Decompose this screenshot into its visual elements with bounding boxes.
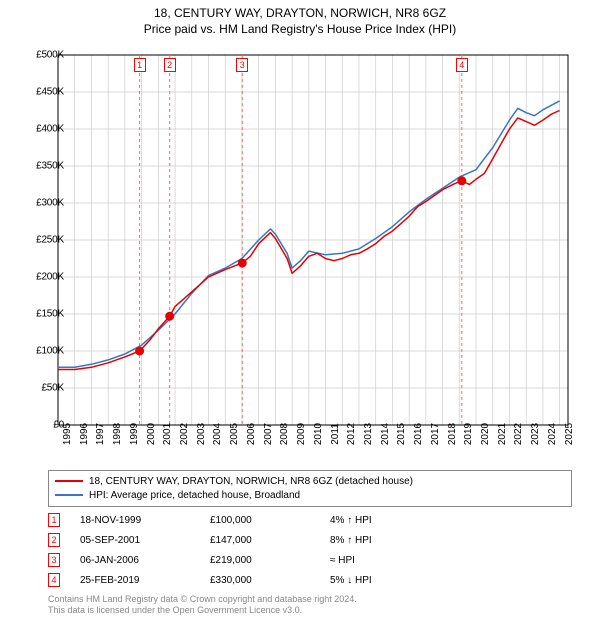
footnote-line: Contains HM Land Registry data © Crown c… xyxy=(48,594,357,605)
x-tick-label: 2007 xyxy=(263,423,274,445)
x-tick-label: 2019 xyxy=(463,423,474,445)
tx-date: 06-JAN-2006 xyxy=(80,555,210,566)
chart xyxy=(48,50,578,430)
tx-price: £219,000 xyxy=(210,555,330,566)
x-tick-label: 1999 xyxy=(129,423,140,445)
y-tick-label: £100K xyxy=(36,346,64,357)
x-tick-label: 2020 xyxy=(480,423,491,445)
x-tick-label: 2006 xyxy=(246,423,257,445)
tx-price: £330,000 xyxy=(210,575,330,586)
y-tick-label: £450K xyxy=(36,87,64,98)
table-row: 3 06-JAN-2006 £219,000 ≈ HPI xyxy=(48,550,572,570)
table-row: 2 05-SEP-2001 £147,000 8% ↑ HPI xyxy=(48,530,572,550)
legend-label: 18, CENTURY WAY, DRAYTON, NORWICH, NR8 6… xyxy=(89,476,413,487)
x-tick-label: 2008 xyxy=(279,423,290,445)
legend-row: HPI: Average price, detached house, Broa… xyxy=(55,488,565,502)
x-tick-label: 1998 xyxy=(112,423,123,445)
x-tick-label: 2017 xyxy=(430,423,441,445)
title-block: 18, CENTURY WAY, DRAYTON, NORWICH, NR8 6… xyxy=(0,0,600,36)
tx-date: 05-SEP-2001 xyxy=(80,535,210,546)
x-tick-label: 2009 xyxy=(296,423,307,445)
tx-date: 18-NOV-1999 xyxy=(80,515,210,526)
x-tick-label: 2000 xyxy=(146,423,157,445)
tx-diff: ≈ HPI xyxy=(330,555,572,566)
tx-price: £100,000 xyxy=(210,515,330,526)
tx-diff: 4% ↑ HPI xyxy=(330,515,572,526)
table-row: 4 25-FEB-2019 £330,000 5% ↓ HPI xyxy=(48,570,572,590)
tx-callout-box: 3 xyxy=(236,58,248,72)
x-tick-label: 2024 xyxy=(547,423,558,445)
x-tick-label: 2004 xyxy=(212,423,223,445)
x-tick-label: 2018 xyxy=(447,423,458,445)
table-row: 1 18-NOV-1999 £100,000 4% ↑ HPI xyxy=(48,510,572,530)
x-tick-label: 2023 xyxy=(530,423,541,445)
x-tick-label: 2016 xyxy=(413,423,424,445)
x-tick-label: 2002 xyxy=(179,423,190,445)
chart-svg xyxy=(48,50,578,430)
tx-diff: 5% ↓ HPI xyxy=(330,575,572,586)
x-tick-label: 2013 xyxy=(363,423,374,445)
y-tick-label: £400K xyxy=(36,124,64,135)
tx-price: £147,000 xyxy=(210,535,330,546)
tx-marker-icon: 3 xyxy=(48,553,60,567)
transaction-table: 1 18-NOV-1999 £100,000 4% ↑ HPI 2 05-SEP… xyxy=(48,510,572,590)
x-tick-label: 2001 xyxy=(162,423,173,445)
y-tick-label: £250K xyxy=(36,235,64,246)
y-tick-label: £200K xyxy=(36,272,64,283)
legend: 18, CENTURY WAY, DRAYTON, NORWICH, NR8 6… xyxy=(48,470,572,507)
footnote: Contains HM Land Registry data © Crown c… xyxy=(48,594,357,617)
x-tick-label: 2005 xyxy=(229,423,240,445)
x-tick-label: 2014 xyxy=(380,423,391,445)
x-tick-label: 1997 xyxy=(95,423,106,445)
x-tick-label: 2022 xyxy=(513,423,524,445)
footnote-line: This data is licensed under the Open Gov… xyxy=(48,605,357,616)
legend-swatch xyxy=(55,494,83,496)
x-tick-label: 2010 xyxy=(313,423,324,445)
legend-swatch xyxy=(55,480,83,482)
title-line-2: Price paid vs. HM Land Registry's House … xyxy=(0,22,600,36)
x-tick-label: 2025 xyxy=(564,423,575,445)
x-tick-label: 1995 xyxy=(62,423,73,445)
y-tick-label: £50K xyxy=(41,383,64,394)
tx-marker-icon: 4 xyxy=(48,573,60,587)
x-tick-label: 2011 xyxy=(330,423,341,445)
y-tick-label: £300K xyxy=(36,198,64,209)
legend-label: HPI: Average price, detached house, Broa… xyxy=(89,490,300,501)
tx-callout-box: 2 xyxy=(164,58,176,72)
title-line-1: 18, CENTURY WAY, DRAYTON, NORWICH, NR8 6… xyxy=(0,6,600,20)
tx-marker-icon: 1 xyxy=(48,513,60,527)
tx-date: 25-FEB-2019 xyxy=(80,575,210,586)
x-tick-label: 2012 xyxy=(346,423,357,445)
x-tick-label: 2003 xyxy=(196,423,207,445)
root: 18, CENTURY WAY, DRAYTON, NORWICH, NR8 6… xyxy=(0,0,600,620)
legend-row: 18, CENTURY WAY, DRAYTON, NORWICH, NR8 6… xyxy=(55,474,565,488)
x-tick-label: 2015 xyxy=(396,423,407,445)
y-tick-label: £500K xyxy=(36,50,64,61)
x-tick-label: 2021 xyxy=(497,423,508,445)
tx-callout-box: 4 xyxy=(456,58,468,72)
tx-callout-box: 1 xyxy=(134,58,146,72)
tx-diff: 8% ↑ HPI xyxy=(330,535,572,546)
y-tick-label: £350K xyxy=(36,161,64,172)
x-tick-label: 1996 xyxy=(79,423,90,445)
y-tick-label: £150K xyxy=(36,309,64,320)
tx-marker-icon: 2 xyxy=(48,533,60,547)
